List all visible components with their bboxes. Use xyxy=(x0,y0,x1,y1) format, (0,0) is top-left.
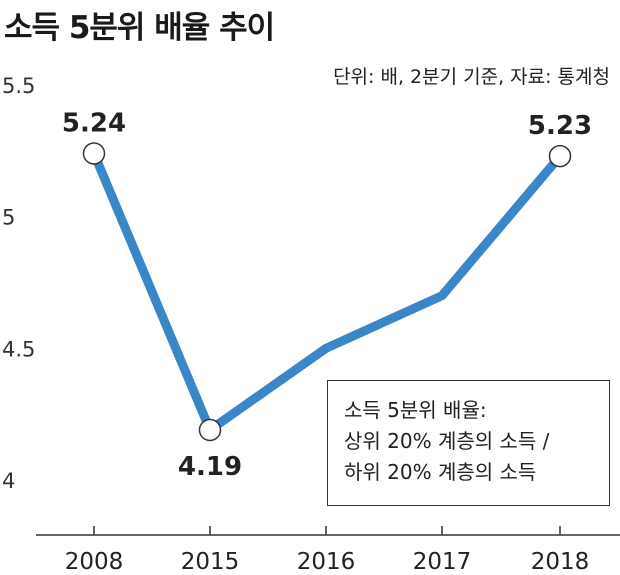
chart-title: 소득 5분위 배율 추이 xyxy=(4,10,275,46)
unit-source-note: 단위: 배, 2분기 기준, 자료: 통계청 xyxy=(333,66,610,88)
x-tick-label: 2015 xyxy=(181,549,240,575)
definition-note-box: 소득 5분위 배율: 상위 20% 계층의 소득 / 하위 20% 계층의 소득 xyxy=(327,380,610,506)
y-tick-label: 4 xyxy=(2,469,15,493)
y-tick-label: 5.5 xyxy=(2,74,35,98)
data-label: 4.19 xyxy=(178,452,242,482)
data-point-marker xyxy=(198,418,222,442)
note-line-2: 상위 20% 계층의 소득 / xyxy=(344,429,550,453)
note-line-1: 소득 5분위 배율: xyxy=(344,398,487,422)
x-tick-label: 2017 xyxy=(413,549,472,575)
x-tick-label: 2016 xyxy=(297,549,356,575)
y-tick-label: 4.5 xyxy=(2,337,35,361)
x-tick-label: 2018 xyxy=(531,549,590,575)
y-tick-label: 5 xyxy=(2,206,15,230)
data-label: 5.24 xyxy=(62,108,126,138)
x-tick-label: 2008 xyxy=(65,549,124,575)
series-line xyxy=(89,148,565,435)
note-line-3: 하위 20% 계층의 소득 xyxy=(344,460,537,484)
data-label: 5.23 xyxy=(528,111,592,141)
data-point-marker xyxy=(82,142,106,165)
data-point-marker xyxy=(548,144,572,168)
